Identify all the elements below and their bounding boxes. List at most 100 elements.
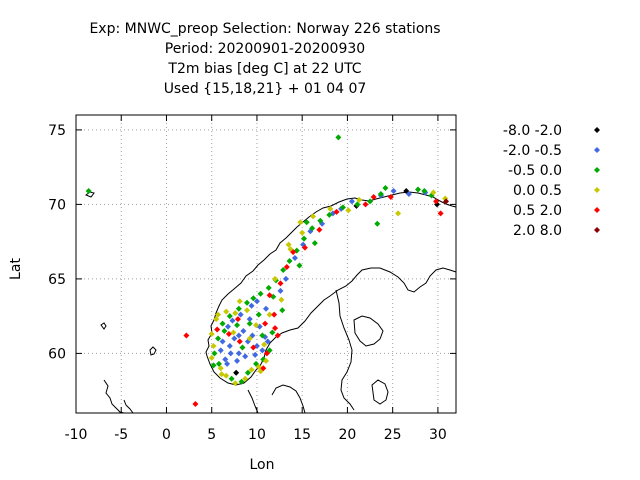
x-axis-label: Lon bbox=[250, 457, 275, 473]
data-point bbox=[327, 205, 334, 212]
data-point bbox=[226, 313, 233, 320]
data-point bbox=[377, 190, 384, 197]
data-point bbox=[283, 263, 290, 270]
data-point bbox=[244, 299, 250, 306]
data-point bbox=[280, 266, 287, 273]
data-point bbox=[234, 316, 241, 323]
coastline-map bbox=[84, 191, 457, 414]
data-point bbox=[235, 305, 242, 312]
chart-title-line-1: Exp: MNWC_preop Selection: Norway 226 st… bbox=[89, 21, 441, 37]
data-point bbox=[290, 249, 297, 256]
x-tick-label: 15 bbox=[293, 427, 311, 443]
legend-label: 2.0 8.0 bbox=[513, 223, 562, 239]
x-tick-label: 25 bbox=[384, 427, 402, 443]
data-point bbox=[250, 344, 257, 351]
data-point bbox=[210, 342, 217, 349]
data-point bbox=[387, 193, 394, 200]
data-point bbox=[253, 298, 260, 305]
data-point bbox=[228, 375, 235, 382]
data-point bbox=[248, 366, 255, 373]
data-point bbox=[238, 378, 245, 385]
data-point bbox=[317, 217, 324, 224]
x-tick-label: 20 bbox=[339, 427, 357, 443]
data-point bbox=[231, 335, 238, 342]
data-point bbox=[225, 323, 231, 330]
data-point bbox=[222, 356, 229, 363]
data-point bbox=[262, 320, 269, 327]
chart-title-line-4: Used {15,18,21} + 01 04 07 bbox=[163, 81, 367, 97]
data-point bbox=[224, 360, 231, 367]
data-point bbox=[208, 354, 215, 361]
data-point bbox=[242, 375, 249, 382]
data-point bbox=[261, 341, 268, 348]
legend-label: 0.0 0.5 bbox=[513, 183, 562, 199]
data-point bbox=[367, 198, 374, 205]
legend: -8.0 -2.0 -2.0 -0.5 -0.5 0.0 0.0 0.5 0.5 2.0… bbox=[503, 123, 600, 239]
data-points bbox=[85, 134, 450, 408]
y-tick-label: 60 bbox=[48, 346, 66, 362]
data-point bbox=[183, 332, 190, 339]
data-point bbox=[374, 220, 381, 227]
y-axis-label: Lat bbox=[8, 258, 24, 280]
data-point bbox=[229, 317, 236, 324]
legend-marker bbox=[594, 167, 600, 173]
legend-label: -8.0 -2.0 bbox=[503, 123, 562, 139]
y-tick-label: 75 bbox=[48, 123, 66, 139]
data-point bbox=[326, 211, 333, 218]
data-point bbox=[291, 255, 298, 262]
data-point bbox=[263, 357, 269, 364]
data-point bbox=[219, 320, 226, 327]
data-point bbox=[370, 193, 377, 200]
data-point bbox=[286, 258, 293, 265]
data-point bbox=[348, 198, 355, 205]
data-point bbox=[297, 219, 304, 226]
data-point bbox=[263, 305, 269, 312]
data-point bbox=[85, 187, 92, 194]
axis-tick-labels: -10 -5 0 5 10 15 20 25 30 60 65 70 75 bbox=[48, 123, 447, 443]
data-point bbox=[253, 322, 260, 329]
data-point bbox=[277, 287, 284, 294]
data-point bbox=[421, 187, 428, 194]
data-point bbox=[235, 350, 242, 357]
data-point bbox=[362, 201, 369, 208]
data-point bbox=[219, 338, 226, 345]
data-point bbox=[217, 347, 224, 354]
data-point bbox=[272, 275, 279, 282]
data-point bbox=[227, 350, 234, 357]
legend-marker bbox=[594, 227, 600, 233]
data-point bbox=[255, 363, 262, 370]
data-point bbox=[232, 380, 239, 387]
data-point bbox=[266, 292, 273, 299]
data-point bbox=[316, 226, 323, 233]
data-point bbox=[259, 347, 266, 354]
y-tick-label: 70 bbox=[48, 197, 66, 213]
data-point bbox=[237, 311, 244, 318]
data-point bbox=[230, 329, 237, 336]
data-point bbox=[263, 350, 270, 357]
data-point bbox=[259, 332, 266, 339]
data-point bbox=[430, 189, 437, 196]
data-point bbox=[271, 311, 278, 318]
data-point bbox=[437, 210, 444, 217]
data-point bbox=[235, 332, 242, 339]
data-point bbox=[221, 328, 228, 335]
legend-label: -0.5 0.0 bbox=[508, 163, 562, 179]
x-tick-label: 30 bbox=[429, 427, 447, 443]
legend-marker bbox=[594, 147, 600, 153]
data-point bbox=[277, 280, 284, 287]
data-point bbox=[301, 235, 307, 242]
data-point bbox=[250, 295, 257, 302]
legend-marker bbox=[594, 207, 600, 213]
chart-title-line-3: T2m bias [deg C] at 22 UTC bbox=[168, 61, 362, 77]
data-point bbox=[303, 219, 310, 226]
data-point bbox=[333, 208, 340, 215]
data-point bbox=[274, 332, 281, 339]
legend-marker bbox=[594, 127, 600, 133]
data-point bbox=[215, 311, 222, 318]
data-point bbox=[405, 190, 412, 197]
data-point bbox=[234, 357, 241, 364]
data-point bbox=[248, 302, 255, 309]
data-point bbox=[311, 240, 318, 247]
data-point bbox=[208, 331, 215, 338]
